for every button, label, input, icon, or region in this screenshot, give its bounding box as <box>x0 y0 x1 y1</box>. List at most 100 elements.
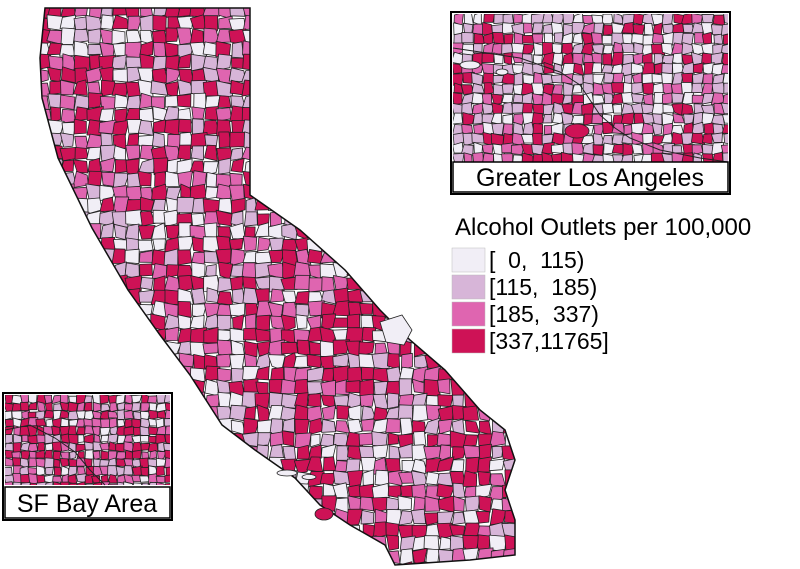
state-region <box>345 41 364 58</box>
state-region <box>256 485 273 500</box>
sf-region <box>77 481 86 485</box>
la-region <box>722 114 728 124</box>
state-region <box>151 222 167 241</box>
state-region <box>125 199 143 213</box>
state-region <box>322 456 337 472</box>
state-region <box>463 353 479 370</box>
state-region <box>150 355 169 370</box>
state-region <box>163 106 180 122</box>
state-region <box>267 495 284 512</box>
state-region <box>73 343 90 356</box>
state-region <box>385 225 402 239</box>
state-region <box>40 108 52 120</box>
state-region <box>48 276 63 290</box>
state-region <box>372 170 386 189</box>
state-region <box>281 15 298 33</box>
sf-region <box>164 434 170 444</box>
state-region <box>59 549 77 565</box>
la-region <box>592 73 605 85</box>
state-region <box>216 291 234 306</box>
state-region <box>137 134 156 149</box>
legend-label: [185, 337) <box>489 301 599 327</box>
state-region <box>517 353 532 367</box>
state-region <box>358 66 377 85</box>
state-region <box>397 495 413 511</box>
la-region <box>651 122 663 136</box>
state-region <box>348 209 361 228</box>
legend-title: Alcohol Outlets per 100,000 <box>455 214 751 241</box>
la-region <box>712 14 725 26</box>
sf-region <box>43 409 55 419</box>
state-region <box>241 262 258 279</box>
sf-region <box>147 395 158 404</box>
state-region <box>254 352 271 371</box>
state-region <box>126 550 142 565</box>
state-region <box>241 431 259 448</box>
sf-region <box>12 442 22 453</box>
la-region <box>721 23 728 36</box>
state-region <box>437 378 451 395</box>
state-region <box>205 523 219 537</box>
state-region <box>48 562 64 565</box>
state-region <box>189 537 207 551</box>
la-region <box>552 52 564 66</box>
la-region <box>691 121 705 136</box>
state-region <box>112 522 127 537</box>
state-region <box>426 41 442 58</box>
state-region <box>358 29 374 46</box>
la-inset-caption: Greater Los Angeles <box>476 164 704 192</box>
state-region <box>371 14 389 32</box>
state-region <box>114 108 128 123</box>
la-region <box>601 102 614 115</box>
sf-region <box>155 475 166 484</box>
state-region <box>98 523 116 538</box>
sf-region <box>147 442 159 452</box>
state-region <box>280 496 298 514</box>
state-region <box>216 353 233 368</box>
sf-region <box>164 474 170 483</box>
state-region <box>189 509 206 526</box>
state-region <box>517 198 530 212</box>
state-region <box>190 405 208 423</box>
state-region <box>336 17 351 33</box>
la-region <box>561 94 572 105</box>
state-region <box>476 547 494 563</box>
sf-region <box>36 465 46 477</box>
state-region <box>165 27 180 43</box>
state-region <box>306 171 325 189</box>
state-region <box>295 145 308 159</box>
state-region <box>385 522 400 538</box>
la-region <box>611 82 625 94</box>
state-region <box>424 250 442 267</box>
state-region <box>347 404 362 423</box>
state-region <box>60 288 77 304</box>
state-region <box>307 134 322 149</box>
state-region <box>165 81 180 98</box>
state-region <box>269 66 283 83</box>
state-region <box>514 485 515 501</box>
state-region <box>333 40 350 55</box>
sf-region <box>35 418 47 427</box>
state-region <box>216 521 232 538</box>
state-region <box>282 509 298 525</box>
state-region <box>347 547 364 564</box>
state-region <box>86 536 103 551</box>
state-region <box>308 444 322 460</box>
state-region <box>398 8 415 19</box>
state-region <box>74 146 89 160</box>
state-region <box>438 303 454 318</box>
state-region <box>320 53 338 68</box>
state-region <box>85 278 102 292</box>
sf-region <box>53 481 62 485</box>
state-region <box>47 171 64 188</box>
sf-region <box>123 409 134 420</box>
la-region <box>720 102 728 115</box>
state-region <box>451 418 465 436</box>
la-region <box>711 132 723 143</box>
state-region <box>138 289 155 303</box>
sf-region <box>5 410 13 421</box>
state-region <box>371 249 388 267</box>
state-region <box>216 183 232 201</box>
state-region <box>463 367 480 382</box>
la-region <box>622 54 634 66</box>
